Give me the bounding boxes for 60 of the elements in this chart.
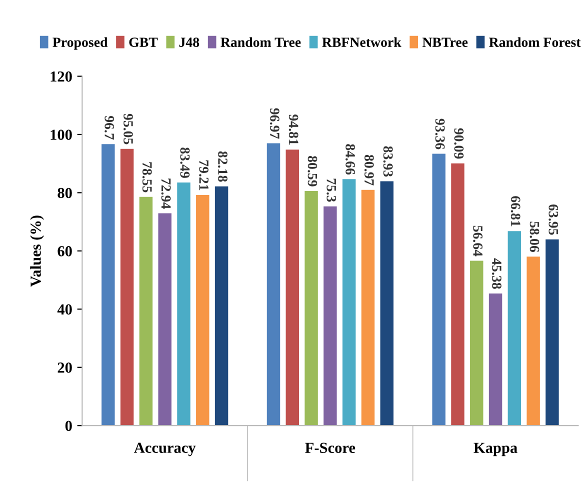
bar bbox=[139, 196, 153, 426]
bar bbox=[196, 195, 210, 426]
y-tick-label: 60 bbox=[58, 246, 72, 256]
data-label: 80.97 bbox=[364, 154, 374, 186]
data-label: 93.36 bbox=[435, 118, 445, 150]
legend-label: GBT bbox=[129, 38, 158, 47]
bar bbox=[266, 143, 280, 426]
legend-label: J48 bbox=[179, 38, 200, 47]
data-label: 80.59 bbox=[308, 156, 318, 186]
legend-label: Random Forest bbox=[489, 37, 581, 47]
data-label: 66.81 bbox=[510, 196, 520, 226]
bar bbox=[342, 179, 356, 426]
bar bbox=[470, 260, 484, 426]
data-label: 96.97 bbox=[270, 108, 280, 139]
bar bbox=[214, 186, 228, 426]
x-tick-label: Kappa bbox=[474, 442, 518, 456]
data-label: 63.95 bbox=[548, 204, 558, 235]
bar bbox=[361, 190, 375, 426]
bar bbox=[546, 239, 559, 426]
legend-label: NBTree bbox=[422, 38, 468, 47]
data-label: 96.7 bbox=[104, 116, 114, 140]
x-tick-label: Accuracy bbox=[134, 442, 196, 456]
y-tick-label: 40 bbox=[57, 304, 72, 315]
legend-label: Proposed bbox=[52, 37, 108, 50]
data-label: 83.93 bbox=[383, 146, 393, 177]
data-label: 58.06 bbox=[530, 222, 540, 252]
data-label: 79.21 bbox=[199, 160, 208, 190]
bar bbox=[177, 182, 190, 426]
data-label: 78.55 bbox=[142, 162, 152, 192]
bar bbox=[380, 181, 394, 426]
y-tick-label: 0 bbox=[65, 420, 72, 432]
x-tick-label: F-Score bbox=[305, 442, 356, 453]
data-label: 82.18 bbox=[218, 151, 228, 182]
data-label: 94.81 bbox=[288, 114, 298, 145]
data-label: 72.94 bbox=[161, 178, 171, 209]
legend-label: Random Tree bbox=[220, 37, 301, 47]
y-axis-title: Values (%) bbox=[30, 216, 44, 287]
bar bbox=[508, 231, 522, 426]
bar bbox=[120, 148, 134, 426]
data-label: 45.38 bbox=[492, 258, 502, 289]
legend-label: RBFNetwork bbox=[322, 37, 402, 47]
bar bbox=[158, 213, 172, 426]
data-label: 95.05 bbox=[124, 114, 133, 144]
data-label: 75.3 bbox=[326, 178, 336, 202]
data-label: 83.49 bbox=[180, 148, 190, 178]
bar bbox=[304, 190, 318, 426]
data-label: 56.64 bbox=[473, 226, 482, 256]
bar bbox=[526, 256, 540, 426]
y-tick-label: 20 bbox=[58, 362, 72, 373]
bar bbox=[102, 144, 115, 426]
data-label: 90.09 bbox=[454, 128, 464, 159]
bar bbox=[451, 163, 464, 426]
bar bbox=[324, 206, 337, 426]
bar bbox=[432, 154, 446, 426]
y-tick-label: 120 bbox=[50, 71, 72, 82]
y-tick-label: 100 bbox=[50, 130, 72, 140]
data-label: 84.66 bbox=[346, 144, 355, 175]
y-tick-label: 80 bbox=[58, 188, 72, 198]
bar bbox=[488, 293, 502, 426]
bar bbox=[286, 150, 300, 426]
